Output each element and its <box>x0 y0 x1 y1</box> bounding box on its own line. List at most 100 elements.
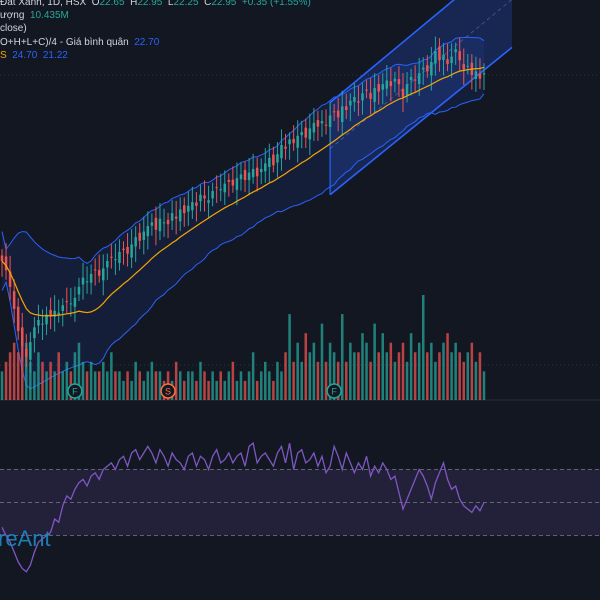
marker-circle <box>160 383 176 399</box>
volume-bar <box>373 323 376 400</box>
marker-circle <box>326 383 342 399</box>
volume-bar <box>361 333 364 400</box>
candle-body <box>227 179 231 182</box>
candle-body <box>20 327 24 346</box>
candle-body <box>4 256 8 271</box>
candle-body <box>421 67 425 70</box>
candle-body <box>166 219 170 225</box>
volume-bar <box>8 352 12 400</box>
marker-label: F <box>72 387 78 397</box>
candle-body <box>434 51 437 64</box>
candle-body <box>215 187 218 189</box>
event-marker-f-icon[interactable]: F <box>326 383 342 399</box>
candle-body <box>16 306 20 332</box>
candle-body <box>304 127 308 138</box>
candle-body <box>312 122 316 133</box>
volume-bar <box>385 352 389 400</box>
candle-body <box>474 71 478 79</box>
candle-body <box>292 138 295 144</box>
candle-body <box>65 301 69 303</box>
channel-fill <box>330 0 512 195</box>
candle-body <box>482 73 486 75</box>
volume-bar <box>405 361 409 400</box>
candle-body <box>405 84 409 96</box>
volume-bar <box>97 371 101 400</box>
volume-bar <box>316 361 320 400</box>
volume-bar <box>340 314 344 400</box>
volume-bar <box>332 352 336 400</box>
volume-bar <box>85 371 89 400</box>
volume-bar <box>247 371 251 400</box>
candle-body <box>97 270 101 276</box>
open-value: 22.65 <box>99 0 125 8</box>
candle-body <box>126 247 129 254</box>
candle-body <box>0 255 4 262</box>
candle-body <box>53 310 56 317</box>
moving-average-line <box>1 66 485 317</box>
volume-bar <box>211 371 214 400</box>
candle-body <box>199 194 202 202</box>
candle-body <box>12 291 16 309</box>
candle-body <box>450 56 453 64</box>
channel-mid-line <box>329 0 512 149</box>
candle-body <box>417 73 421 84</box>
candlesticks <box>0 36 486 373</box>
volume-bar <box>349 342 352 400</box>
volume-bar <box>470 342 474 400</box>
volume-bar <box>365 342 368 400</box>
candle-body <box>409 76 413 81</box>
band-prefix: S <box>0 50 7 61</box>
volume-bar <box>73 352 77 400</box>
volume-bar <box>158 371 162 400</box>
volume-bar <box>239 371 243 400</box>
volume-bar <box>478 352 482 400</box>
candle-body <box>102 268 105 281</box>
candle-body <box>308 128 312 140</box>
volume-bar <box>16 352 20 400</box>
symbol-legend: Đất Xanh, 1D, HSX O22.65 H22.95 L22.25 C… <box>0 0 311 9</box>
volume-bar <box>357 352 360 400</box>
candle-body <box>385 80 389 89</box>
candle-body <box>138 232 141 241</box>
volume-bar <box>106 371 109 400</box>
candle-body <box>288 139 291 145</box>
volume-bar <box>102 361 105 400</box>
volume-bar <box>434 361 437 400</box>
candle-body <box>25 349 28 357</box>
candle-body <box>211 191 214 199</box>
volume-bar <box>114 371 117 400</box>
trend-channel[interactable] <box>329 0 513 196</box>
candle-body <box>162 222 166 224</box>
candle-body <box>93 269 97 271</box>
candle-body <box>458 51 461 61</box>
volume-bar <box>336 361 340 400</box>
candle-body <box>272 154 275 166</box>
volume-bar <box>178 371 182 400</box>
candle-body <box>268 157 271 168</box>
candle-body <box>142 231 146 240</box>
volume-bar <box>207 380 210 400</box>
avg-legend: O+H+L+C)/4 - Giá bình quân 22.70 <box>0 37 159 49</box>
event-marker-f-icon[interactable]: F <box>67 383 83 399</box>
volume-bar <box>191 371 194 400</box>
candle-body <box>393 78 397 82</box>
avg-label: O+H+L+C)/4 - Giá bình quân <box>0 37 129 48</box>
candle-body <box>365 89 368 91</box>
candle-body <box>239 174 243 180</box>
low-value: 22.25 <box>173 0 199 8</box>
candle-body <box>57 312 60 316</box>
candle-body <box>33 327 36 339</box>
event-marker-s-icon[interactable]: S <box>160 383 176 399</box>
volume-bar <box>130 380 133 400</box>
volume-bar <box>308 352 312 400</box>
candle-body <box>174 216 178 219</box>
candle-body <box>45 314 48 325</box>
volume-bar <box>49 361 52 400</box>
candle-body <box>37 320 40 326</box>
candle-body <box>389 81 393 87</box>
channel-bottom-line <box>329 46 513 196</box>
volume-bar <box>227 371 231 400</box>
